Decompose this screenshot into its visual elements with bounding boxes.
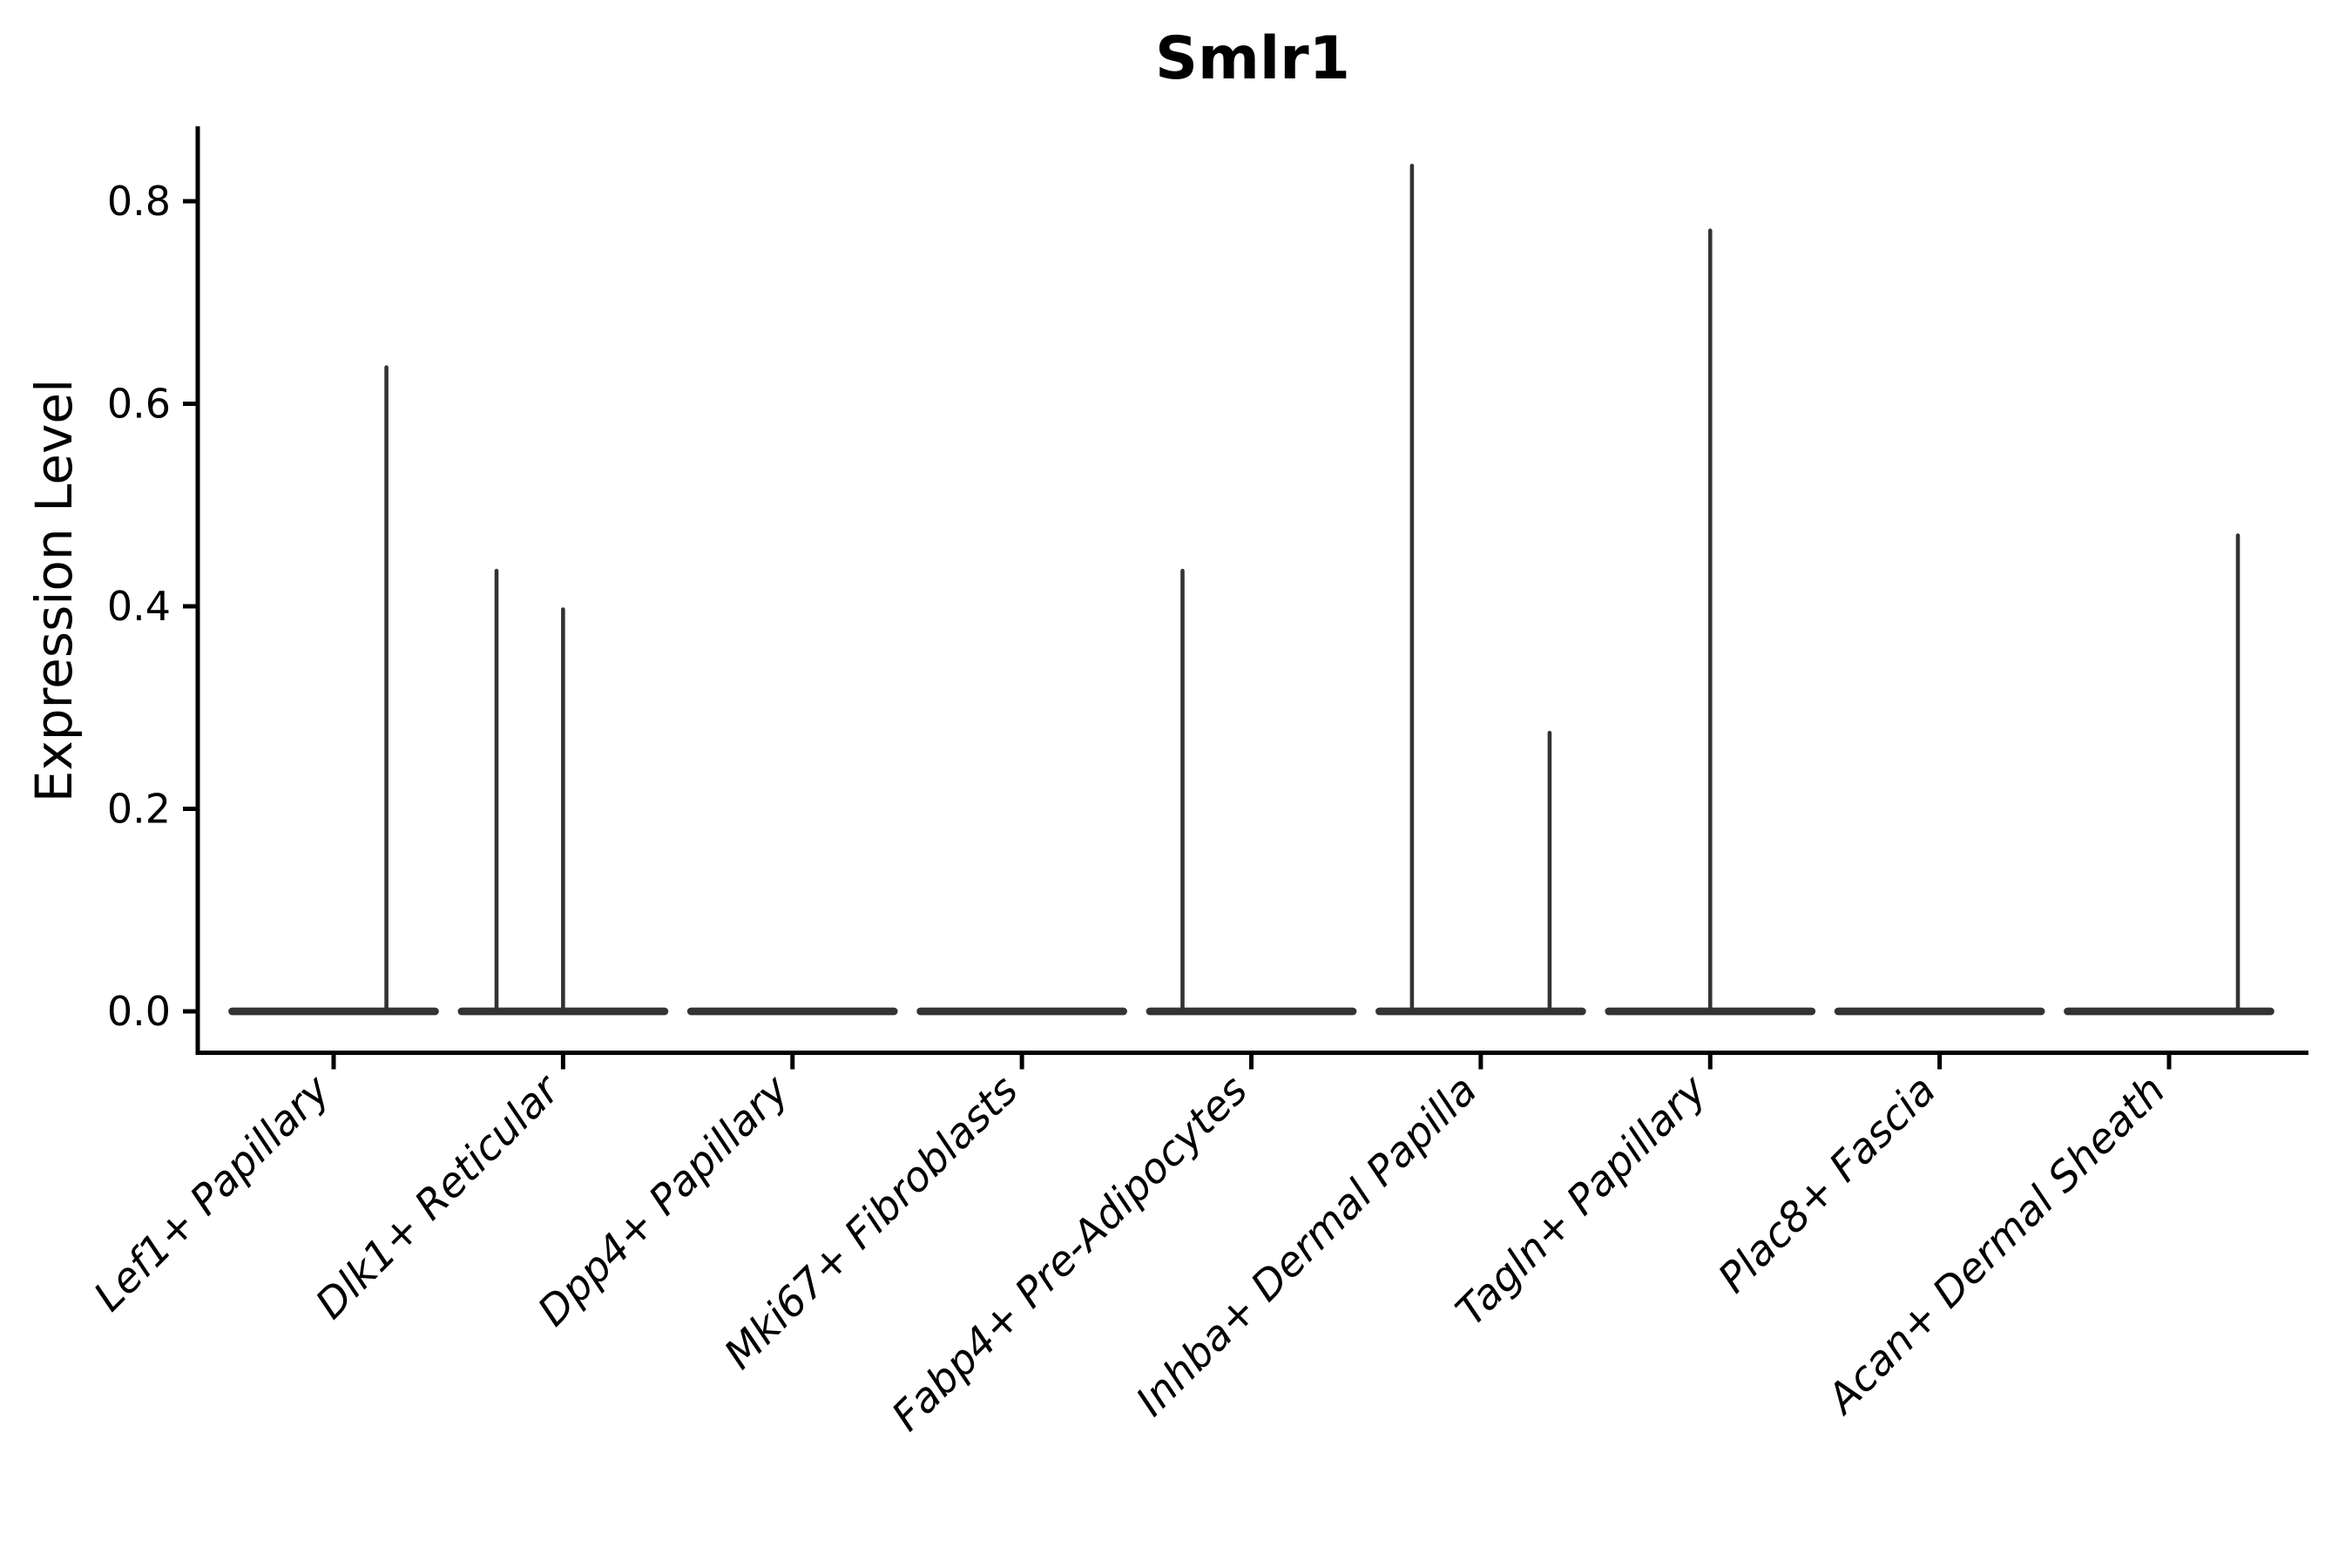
x-tick-label: Lef1+ Papillary xyxy=(84,1065,340,1321)
x-tick-label: Plac8+ Fascia xyxy=(1709,1066,1945,1302)
violin-body xyxy=(457,1007,669,1016)
y-tick-label: 0.8 xyxy=(107,178,171,225)
violin-body xyxy=(228,1007,439,1016)
y-tick-label: 0.2 xyxy=(107,786,171,833)
y-tick-label: 0.4 xyxy=(107,583,171,630)
x-tick-label: Dpp4+ Papillary xyxy=(529,1065,799,1335)
violin-body xyxy=(1146,1007,1357,1016)
violin-body xyxy=(2064,1007,2274,1016)
violin-body xyxy=(1834,1007,2045,1016)
x-tick-label: Dlk1+ Reticular xyxy=(307,1064,571,1328)
violin-body xyxy=(686,1007,898,1016)
y-tick-label: 0.6 xyxy=(107,381,171,428)
plot-title: Smlr1 xyxy=(1155,24,1350,93)
x-tick-label: Tagln+ Papillary xyxy=(1447,1065,1717,1335)
violin-body xyxy=(1605,1007,1816,1016)
violin-body xyxy=(1375,1007,1586,1016)
y-tick-label: 0.0 xyxy=(107,988,171,1035)
violin-body xyxy=(916,1007,1127,1016)
y-axis-label: Expression Level xyxy=(24,378,84,803)
